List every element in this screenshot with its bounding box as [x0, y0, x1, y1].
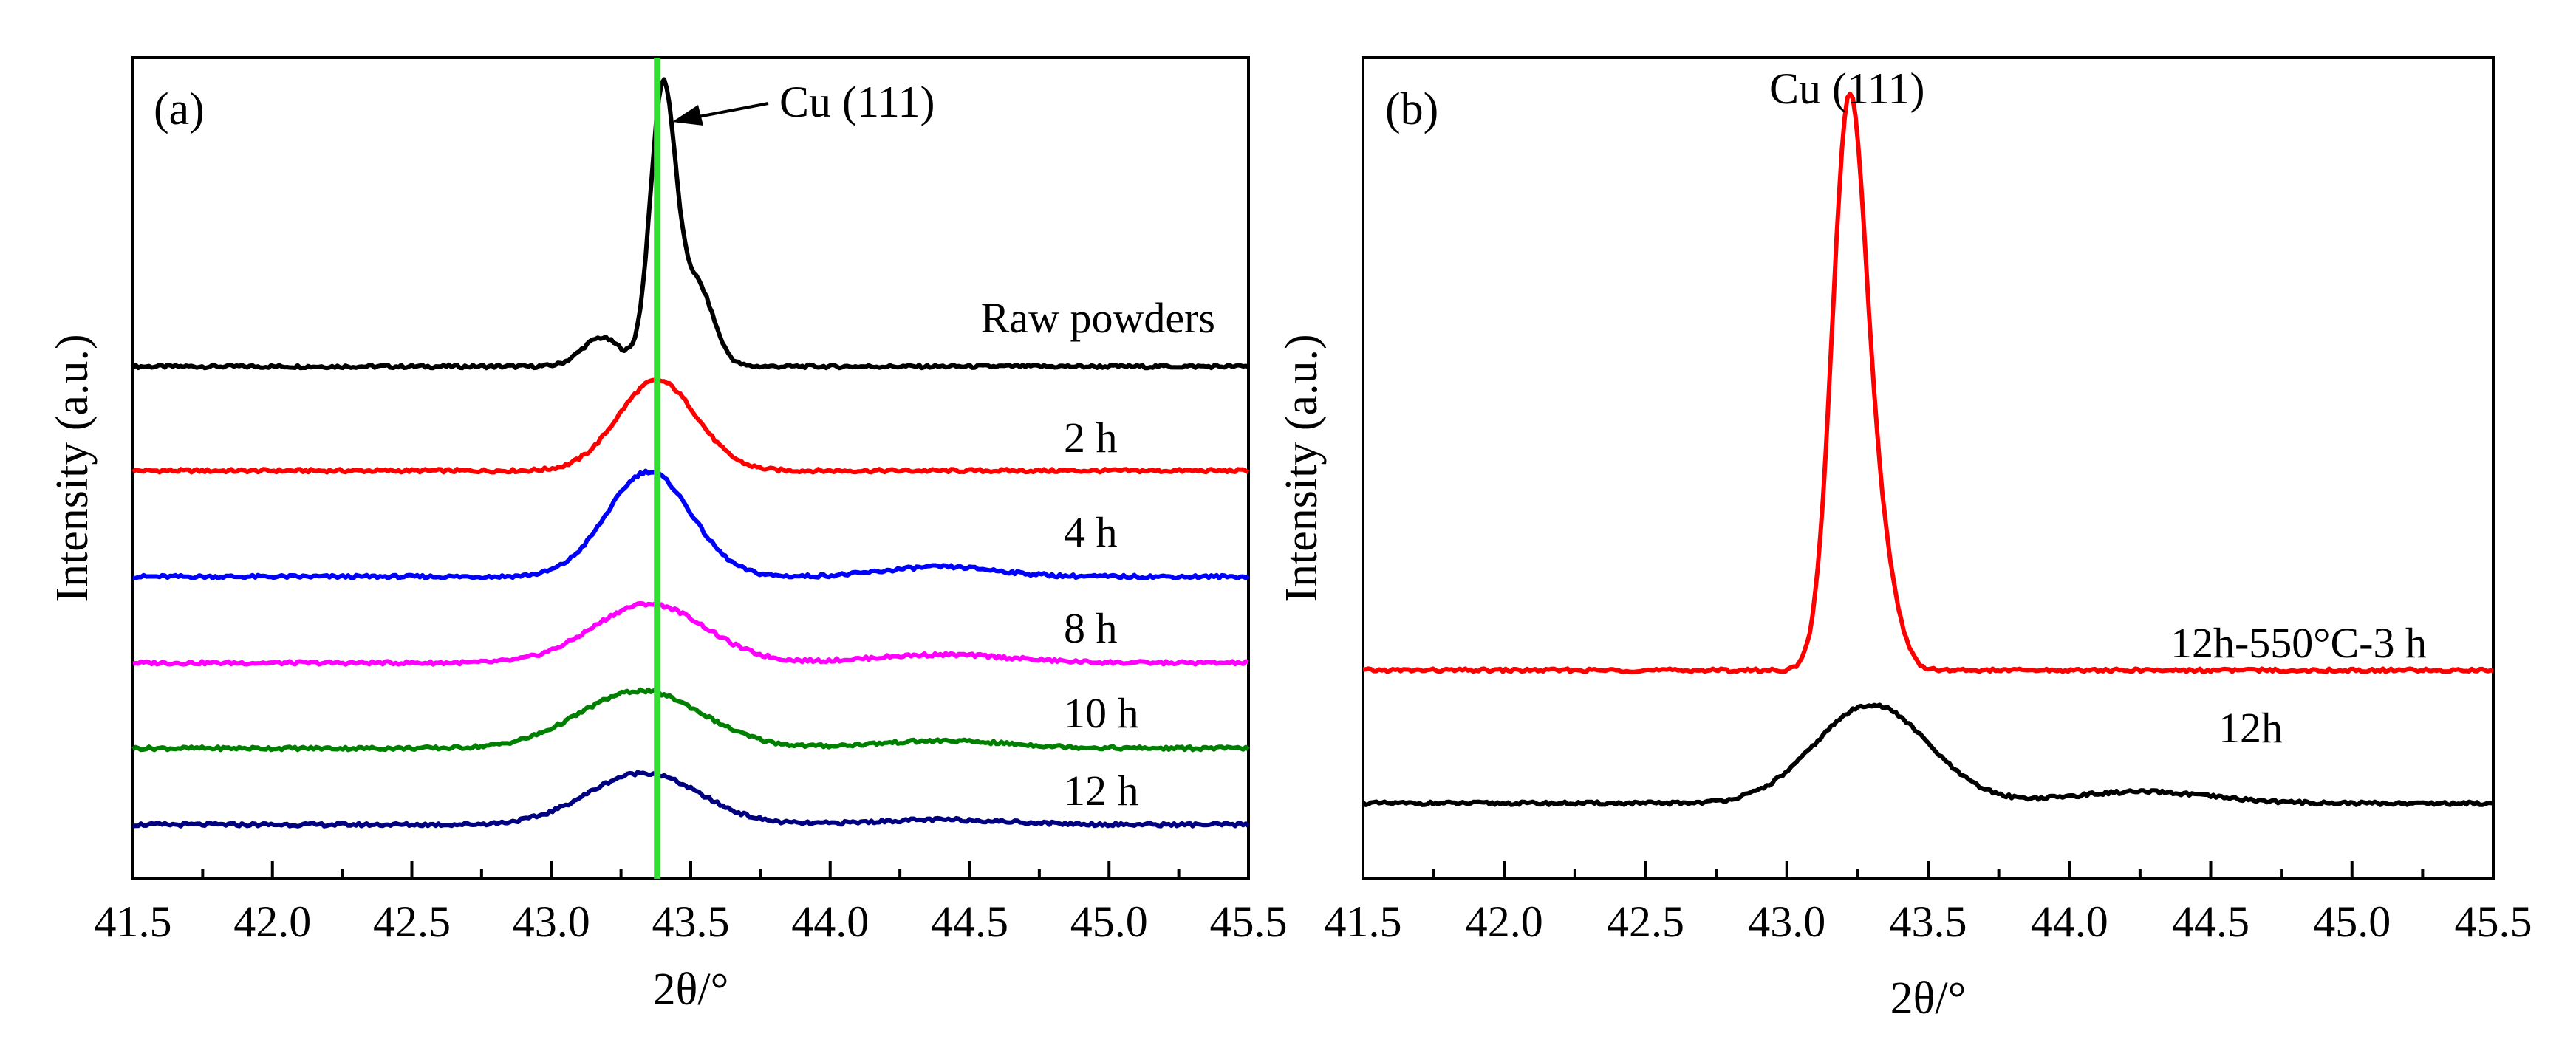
series-line-4-h — [132, 468, 1250, 580]
x-tick-label-a-2: 42.5 — [373, 897, 451, 946]
y-axis-title-b: Intensity (a.u.) — [1277, 334, 1327, 602]
panel-label-b: (b) — [1385, 84, 1438, 134]
series-labels-b: 12h-550°C-3 h 12h — [2170, 619, 2427, 752]
series-label-raw-powders: Raw powders — [981, 294, 1215, 342]
series-label-4-h: 4 h — [1064, 508, 1118, 556]
x-axis-title-b: 2θ/° — [1890, 973, 1967, 1024]
series-line-12h-550-c-3-h — [1362, 92, 2494, 674]
x-tick-label-b-8: 45.5 — [2455, 897, 2532, 946]
x-tick-label-b-5: 44.0 — [2031, 897, 2108, 946]
x-tick-label-a-6: 44.5 — [931, 897, 1008, 946]
annotation-cu111-b: Cu (111) — [1769, 64, 1925, 113]
x-tick-label-b-4: 43.5 — [1890, 897, 1967, 946]
annotation-arrow-line — [690, 102, 769, 120]
series-label-12-h: 12 h — [1064, 767, 1139, 815]
x-ticks-a: 41.5 42.0 42.5 43.0 43.5 44.0 44.5 45.0 45.5 — [95, 861, 1288, 946]
series-label-10-h: 10 h — [1064, 689, 1139, 737]
series-line-12-h — [132, 770, 1250, 829]
series-group-b — [1361, 92, 2494, 807]
x-tick-label-a-1: 42.0 — [233, 897, 311, 946]
plot-frame-b — [1362, 56, 2495, 880]
panel-label-a: (a) — [154, 84, 205, 134]
series-labels-a: Raw powders 2 h 4 h 8 h 10 h 12 h — [981, 294, 1215, 815]
x-axis-title-a: 2θ/° — [653, 965, 729, 1015]
series-line-10-h — [131, 687, 1250, 753]
x-tick-label-a-3: 43.0 — [513, 897, 590, 946]
x-tick-label-a-8: 45.5 — [1210, 897, 1288, 946]
x-tick-label-b-1: 42.0 — [1466, 897, 1543, 946]
x-tick-label-a-7: 45.0 — [1070, 897, 1148, 946]
x-tick-label-a-4: 43.5 — [652, 897, 730, 946]
x-tick-label-b-3: 43.0 — [1748, 897, 1825, 946]
annotation-cu111-a: Cu (111) — [779, 78, 935, 126]
series-line-8-h — [132, 600, 1249, 667]
x-tick-label-b-2: 42.5 — [1607, 897, 1684, 946]
annotation-arrow-head — [672, 105, 703, 126]
series-group-a — [131, 77, 1250, 829]
series-line-raw-powders — [131, 77, 1249, 371]
series-label-12h-550-c-3-h: 12h-550°C-3 h — [2170, 619, 2427, 667]
series-label-2-h: 2 h — [1064, 414, 1118, 462]
panel-b: 41.5 42.0 42.5 43.0 43.5 44.0 44.5 45.0 45.5 (b)… — [1277, 56, 2532, 1024]
panel-a: 41.5 42.0 42.5 43.0 43.5 44.0 44.5 45.0 45.5 (a)… — [47, 56, 1288, 1015]
x-tick-label-a-5: 44.0 — [791, 897, 869, 946]
x-tick-label-b-0: 41.5 — [1325, 897, 1402, 946]
series-label-12h: 12h — [2218, 704, 2283, 752]
x-tick-label-a-0: 41.5 — [95, 897, 172, 946]
series-label-8-h: 8 h — [1064, 604, 1118, 652]
series-line-2-h — [131, 377, 1250, 475]
x-tick-label-b-6: 44.5 — [2172, 897, 2249, 946]
y-axis-title-a: Intensity (a.u.) — [47, 334, 98, 602]
x-tick-label-b-7: 45.0 — [2313, 897, 2391, 946]
x-ticks-b: 41.5 42.0 42.5 43.0 43.5 44.0 44.5 45.0 45.5 — [1325, 861, 2532, 946]
series-line-12h — [1361, 702, 2494, 807]
